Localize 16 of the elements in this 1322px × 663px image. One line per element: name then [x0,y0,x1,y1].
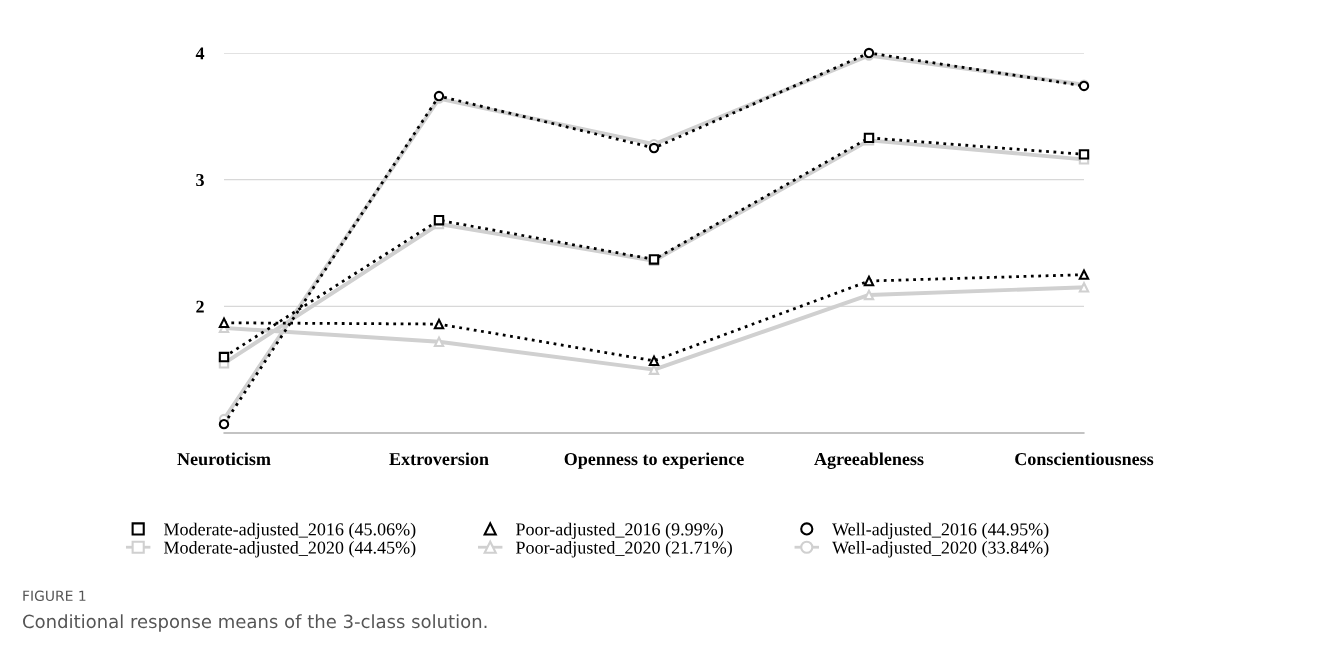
y-tick-label: 2 [196,300,204,313]
caption: FIGURE 1 [23,590,86,602]
y-tick-label: 3 [196,173,204,187]
legend-label: Well-adjusted_2016 (44.95%) [832,522,1049,540]
text: Conditional response means of the 3-class solution. [23,614,487,632]
legend-label: Moderate-adjusted_2016 (45.06%) [163,522,416,540]
x-tick-label: Conscientiousness [1015,452,1154,466]
legend-label: Poor-adjusted_2020 (21.71%) [516,541,732,558]
x-tick-label: Agreeableness [814,452,924,469]
y-tick-label: 4 [195,47,205,60]
legend-label: Poor-adjusted_2016 (9.99%) [516,522,723,540]
x-tick-label: Openness to experience [564,452,744,469]
x-tick-label: Extroversion [389,452,489,466]
x-tick-label: Neuroticism [177,452,271,466]
legend-label: Well-adjusted_2020 (33.84%) [832,541,1049,558]
legend-label: Moderate-adjusted_2020 (44.45%) [163,541,416,558]
